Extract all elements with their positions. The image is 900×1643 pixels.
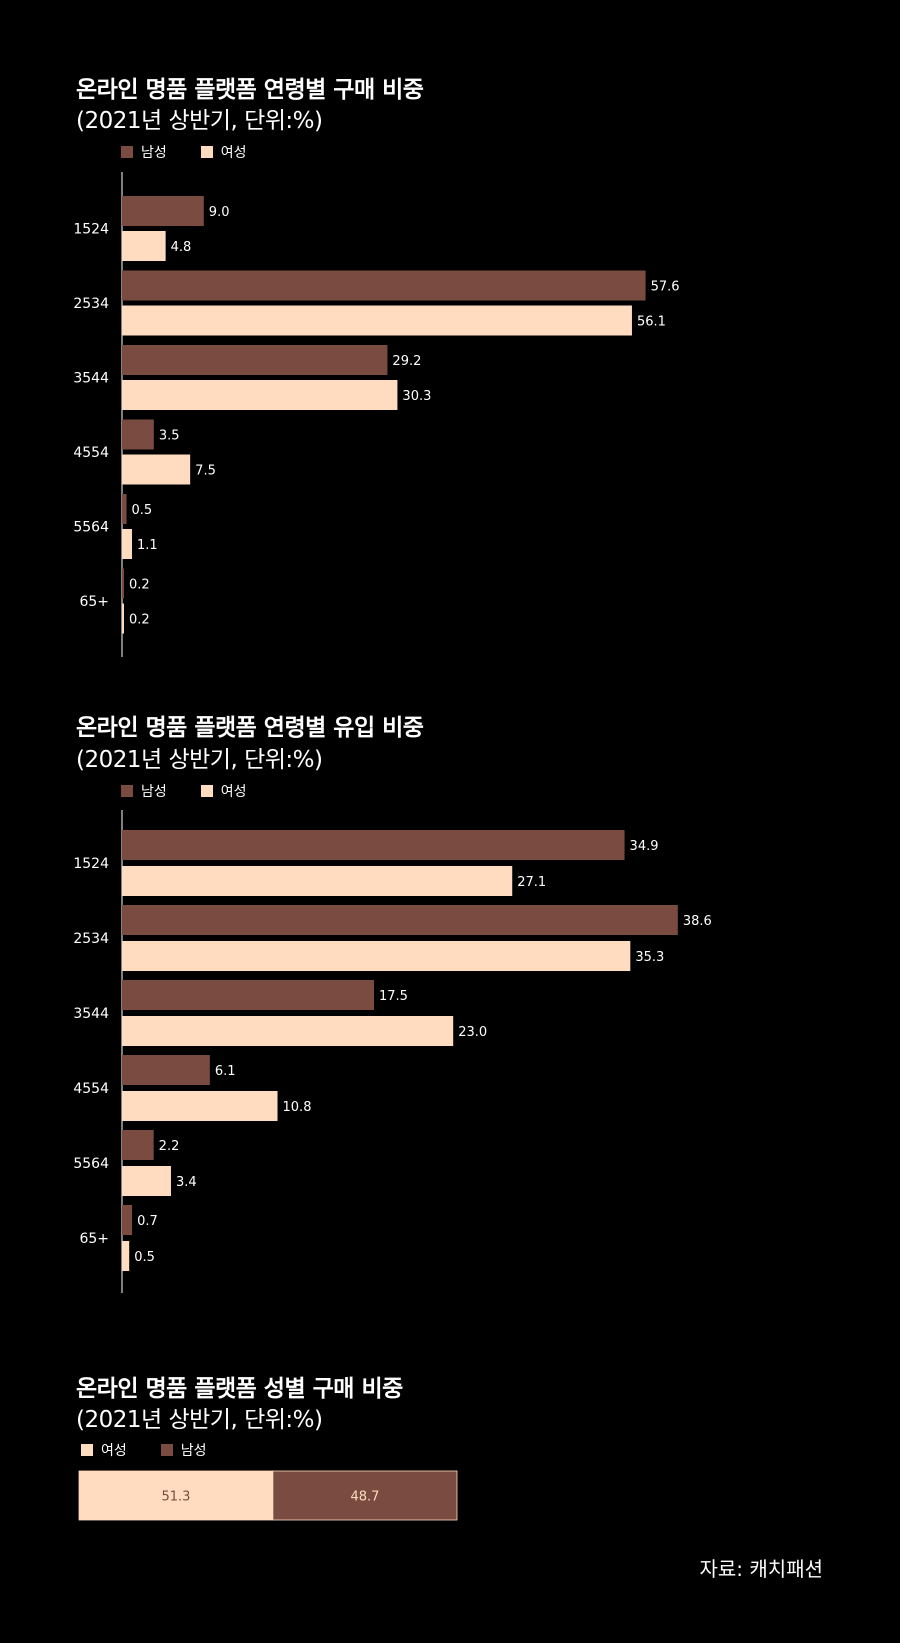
bar-female [122,1166,171,1196]
data-label: 6.1 [215,1064,236,1079]
legend-label-male: 남성 [141,784,167,800]
bar-female [122,380,398,410]
legend-label-female: 여성 [101,1443,127,1459]
bar-male [122,345,388,375]
category-label: 5564 [73,520,109,536]
bar-male [122,980,374,1010]
category-label: 1524 [73,222,109,238]
bar-female [122,866,513,896]
data-label: 10.8 [283,1100,312,1115]
legend-swatch-female [81,1444,93,1456]
legend-item-male: 남성 [121,781,167,801]
bar-male [122,419,154,450]
legend-item-female: 여성 [81,1440,127,1460]
data-label: 4.8 [171,240,192,255]
data-label: 34.9 [630,839,659,854]
data-label: 56.1 [637,315,666,330]
source-note: 자료: 캐치패션 [699,1557,824,1581]
segment-label: 48.7 [350,1490,379,1505]
data-label: 57.6 [651,280,680,295]
data-label: 9.0 [209,205,230,220]
data-label: 0.2 [129,578,150,593]
chart-subtitle: (2021년 상반기, 단위:%) [76,747,323,773]
bar-male [122,1055,210,1085]
bar-chart-traffic: 34.9 27.1 1524 38.6 35.3 2534 17.5 23.0 3544 6.1 1… [73,810,712,1293]
legend-swatch-male [121,785,133,797]
data-label: 0.5 [132,503,153,518]
legend-label-male: 남성 [180,1443,207,1459]
bar-female [122,305,632,336]
bar-female [122,1016,454,1046]
data-label: 0.5 [134,1250,155,1265]
chart-subtitle: (2021년 상반기, 단위:%) [76,1407,323,1433]
chart-legend: 여성 남성 [81,1440,233,1460]
data-label: 3.5 [159,429,180,444]
category-label: 4554 [73,1081,109,1097]
bar-chart-purchase: 9.0 4.8 1524 57.6 56.1 2534 29.2 30.3 3544 3.5 7.5… [73,172,680,657]
category-label: 65+ [79,1231,109,1247]
legend-item-male: 남성 [121,142,167,162]
legend-item-male: 남성 [160,1440,207,1460]
bar-male [122,830,625,860]
bar-male [122,568,124,599]
bar-female [122,529,132,559]
category-label: 5564 [73,1156,109,1172]
bar-male [122,196,204,226]
data-label: 0.2 [129,613,150,628]
data-label: 30.3 [402,389,431,404]
bar-female [122,231,166,261]
chart-title: 온라인 명품 플랫폼 연령별 유입 비중 [76,715,424,741]
chart-subtitle: (2021년 상반기, 단위:%) [76,108,323,134]
data-label: 35.3 [635,950,664,965]
chart-legend: 남성 여성 [121,781,273,801]
bar-male [122,1205,133,1235]
category-label: 65+ [79,594,109,610]
category-label: 2534 [73,296,109,312]
chart-title: 온라인 명품 플랫폼 성별 구매 비중 [76,1376,403,1402]
chart-legend: 남성 여성 [121,142,273,162]
category-label: 3544 [73,1006,109,1022]
legend-item-female: 여성 [200,142,247,162]
data-label: 7.5 [195,464,216,479]
data-label: 29.2 [392,354,421,369]
bar-male [122,1130,154,1160]
segment-label: 51.3 [161,1490,190,1505]
data-label: 23.0 [458,1025,487,1040]
stacked-segment-female [78,1470,274,1521]
legend-item-female: 여성 [200,781,247,801]
bar-female [122,454,191,485]
bar-male [122,270,646,301]
legend-swatch-female [200,146,213,158]
category-label: 1524 [73,856,109,872]
legend-label-female: 여성 [220,784,247,800]
legend-swatch-female [200,785,213,797]
data-label: 1.1 [137,538,158,553]
data-label: 17.5 [379,989,408,1004]
chart-title: 온라인 명품 플랫폼 연령별 구매 비중 [76,77,424,103]
bar-female [122,603,124,634]
data-label: 27.1 [517,875,546,890]
stacked-segment-male [272,1470,458,1521]
legend-swatch-male [160,1444,173,1456]
bar-female [122,1091,278,1121]
bar-female [122,1241,130,1271]
bar-male [122,905,678,935]
legend-swatch-male [121,146,133,158]
bar-male [122,494,127,524]
category-label: 3544 [73,371,109,387]
data-label: 2.2 [159,1139,180,1154]
legend-label-male: 남성 [141,145,167,161]
data-label: 3.4 [176,1175,197,1190]
category-label: 4554 [73,445,109,461]
data-label: 0.7 [137,1214,158,1229]
category-label: 2534 [73,931,109,947]
data-label: 38.6 [683,914,712,929]
legend-label-female: 여성 [220,145,247,161]
bar-female [122,941,631,971]
